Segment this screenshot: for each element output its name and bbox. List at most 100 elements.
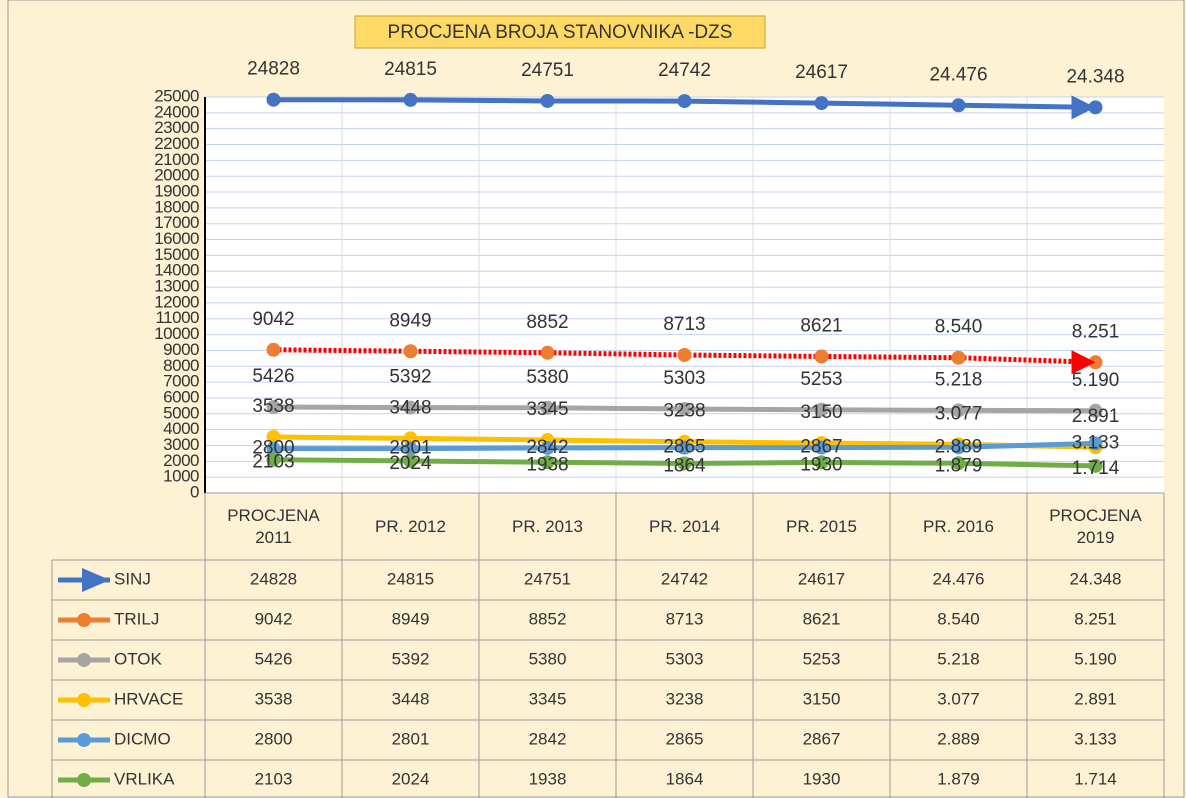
point	[951, 456, 966, 471]
table-cell: 24617	[798, 569, 845, 588]
table-cell: 1930	[803, 769, 841, 788]
data-label: 24.476	[929, 64, 987, 85]
table-cell: 8949	[392, 609, 430, 628]
data-label: 2867	[800, 437, 842, 458]
y-tick-label: 17000	[154, 213, 199, 232]
point	[814, 402, 829, 417]
y-tick-label: 1000	[163, 467, 199, 486]
table-cell: 2842	[529, 729, 567, 748]
point	[266, 400, 281, 415]
y-tick-label: 3000	[163, 435, 199, 454]
chart-title: PROCJENA BROJA STANOVNIKA -DZS	[388, 22, 733, 43]
legend-marker	[77, 653, 91, 667]
table-cell: 3238	[666, 689, 704, 708]
data-label: 24828	[247, 59, 300, 80]
table-cell: 24.476	[933, 569, 985, 588]
data-label: 24.348	[1066, 66, 1124, 87]
point	[677, 402, 692, 417]
data-label: 9042	[252, 309, 294, 330]
y-tick-label: 16000	[154, 229, 199, 248]
point	[951, 350, 966, 365]
data-label: 3.077	[935, 403, 983, 424]
table-cell: 24751	[524, 569, 571, 588]
data-label: 2842	[526, 437, 568, 458]
point	[814, 349, 829, 364]
legend-marker	[77, 693, 91, 707]
data-label: 3448	[389, 397, 431, 418]
data-label: 24742	[658, 60, 711, 81]
plot-area	[205, 97, 1164, 493]
data-label: 1930	[800, 454, 842, 475]
table-cell: 1938	[529, 769, 567, 788]
table-cell: 2800	[255, 729, 293, 748]
data-label: 8.540	[935, 317, 983, 338]
table-cell: 2.891	[1074, 689, 1117, 708]
table-cell: 3345	[529, 689, 567, 708]
data-label: 5303	[663, 368, 705, 389]
y-tick-label: 0	[190, 482, 199, 501]
y-tick-label: 10000	[154, 324, 199, 343]
data-label: 1864	[663, 455, 706, 476]
point	[540, 345, 555, 360]
table-cell: 3448	[392, 689, 430, 708]
title-box	[354, 15, 766, 49]
y-tick-label: 4000	[163, 419, 199, 438]
table-cell: 2801	[392, 729, 430, 748]
arrow-head	[1071, 350, 1096, 375]
point	[403, 453, 418, 468]
table-cell: 3.077	[937, 689, 980, 708]
point	[814, 96, 829, 111]
table-cell: 1.714	[1074, 769, 1117, 788]
point	[1088, 458, 1103, 473]
arrow-head	[1071, 95, 1096, 120]
data-label: 1.714	[1072, 458, 1120, 479]
table-cell: 3150	[803, 689, 841, 708]
point	[403, 400, 418, 415]
point	[403, 92, 418, 107]
point	[540, 93, 555, 108]
data-label: 3150	[800, 402, 842, 423]
point	[951, 98, 966, 113]
data-label: 8949	[389, 310, 431, 331]
table-cell: 5.190	[1074, 649, 1117, 668]
frame	[7, 0, 1185, 798]
table-cell: 2024	[392, 769, 430, 788]
data-label: 3238	[663, 401, 705, 422]
y-tick-label: 19000	[154, 182, 199, 201]
data-label: 2.889	[935, 436, 983, 457]
legend-marker	[77, 773, 91, 787]
table-cell: 8852	[529, 609, 567, 628]
data-label: 5253	[800, 369, 842, 390]
y-tick-label: 8000	[163, 356, 199, 375]
legend-label: TRILJ	[114, 609, 159, 628]
y-tick-label: 22000	[154, 134, 199, 153]
table-cell: 5380	[529, 649, 567, 668]
point	[266, 342, 281, 357]
data-label: 8713	[663, 314, 705, 335]
category-label: PR. 2013	[512, 516, 583, 536]
legend-marker	[82, 568, 110, 592]
point	[266, 441, 281, 456]
table-cell: 5.218	[937, 649, 980, 668]
point	[266, 429, 281, 444]
y-tick-label: 13000	[154, 277, 199, 296]
point	[814, 455, 829, 470]
data-label: 5392	[389, 367, 431, 388]
legend-label: HRVACE	[114, 689, 183, 708]
data-label: 2103	[252, 452, 294, 473]
point	[266, 92, 281, 107]
point	[540, 455, 555, 470]
data-label: 5426	[252, 366, 294, 387]
point	[814, 440, 829, 455]
y-tick-label: 6000	[163, 387, 199, 406]
table-cell: 3.133	[1074, 729, 1117, 748]
data-label: 2801	[389, 438, 431, 459]
data-label: 1.879	[935, 455, 983, 476]
table-cell: 8.540	[937, 609, 980, 628]
table-cell: 24815	[387, 569, 434, 588]
data-label: 8852	[526, 312, 568, 333]
legend-marker	[77, 733, 91, 747]
y-tick-label: 2000	[163, 451, 199, 470]
